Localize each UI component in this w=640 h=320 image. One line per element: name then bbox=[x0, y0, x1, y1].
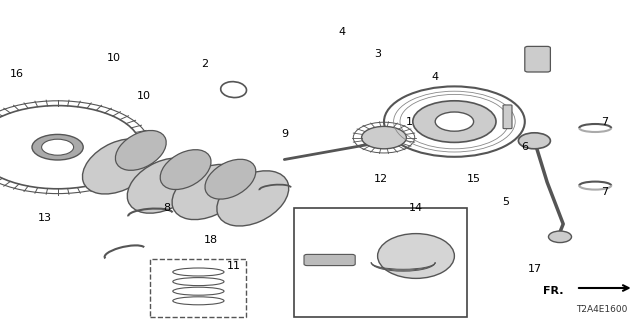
Ellipse shape bbox=[160, 150, 211, 189]
Text: 4: 4 bbox=[339, 27, 346, 37]
Text: 1: 1 bbox=[406, 116, 413, 127]
Circle shape bbox=[32, 134, 83, 160]
Text: 9: 9 bbox=[281, 129, 289, 140]
Text: 6: 6 bbox=[522, 142, 528, 152]
Text: 10: 10 bbox=[137, 91, 151, 101]
Text: 14: 14 bbox=[409, 203, 423, 213]
Text: T2A4E1600: T2A4E1600 bbox=[576, 305, 627, 314]
Text: 5: 5 bbox=[502, 196, 509, 207]
Ellipse shape bbox=[172, 164, 244, 220]
Circle shape bbox=[548, 231, 572, 243]
FancyBboxPatch shape bbox=[150, 259, 246, 317]
Ellipse shape bbox=[115, 131, 166, 170]
FancyArrowPatch shape bbox=[284, 145, 369, 159]
Text: 16: 16 bbox=[10, 68, 24, 79]
FancyBboxPatch shape bbox=[525, 46, 550, 72]
Text: 8: 8 bbox=[163, 203, 170, 213]
Text: FR.: FR. bbox=[543, 286, 563, 296]
Circle shape bbox=[362, 126, 406, 149]
Text: 11: 11 bbox=[227, 260, 241, 271]
Ellipse shape bbox=[217, 171, 289, 226]
Text: 15: 15 bbox=[467, 174, 481, 184]
Ellipse shape bbox=[378, 234, 454, 278]
Text: 17: 17 bbox=[527, 264, 541, 274]
Circle shape bbox=[435, 112, 474, 131]
Text: 2: 2 bbox=[201, 59, 209, 69]
Text: 3: 3 bbox=[374, 49, 381, 60]
FancyBboxPatch shape bbox=[304, 254, 355, 266]
Ellipse shape bbox=[83, 139, 154, 194]
Text: 12: 12 bbox=[374, 174, 388, 184]
Text: 18: 18 bbox=[204, 235, 218, 245]
Text: 7: 7 bbox=[601, 116, 609, 127]
FancyBboxPatch shape bbox=[294, 208, 467, 317]
Circle shape bbox=[413, 101, 496, 142]
Circle shape bbox=[518, 133, 550, 149]
FancyBboxPatch shape bbox=[503, 105, 512, 129]
Text: 7: 7 bbox=[601, 187, 609, 197]
Ellipse shape bbox=[205, 159, 256, 199]
Circle shape bbox=[384, 86, 525, 157]
Text: 4: 4 bbox=[431, 72, 439, 82]
Circle shape bbox=[0, 106, 141, 189]
Ellipse shape bbox=[127, 158, 199, 213]
Text: 10: 10 bbox=[107, 52, 121, 63]
Text: 13: 13 bbox=[38, 212, 52, 223]
Circle shape bbox=[42, 139, 74, 155]
